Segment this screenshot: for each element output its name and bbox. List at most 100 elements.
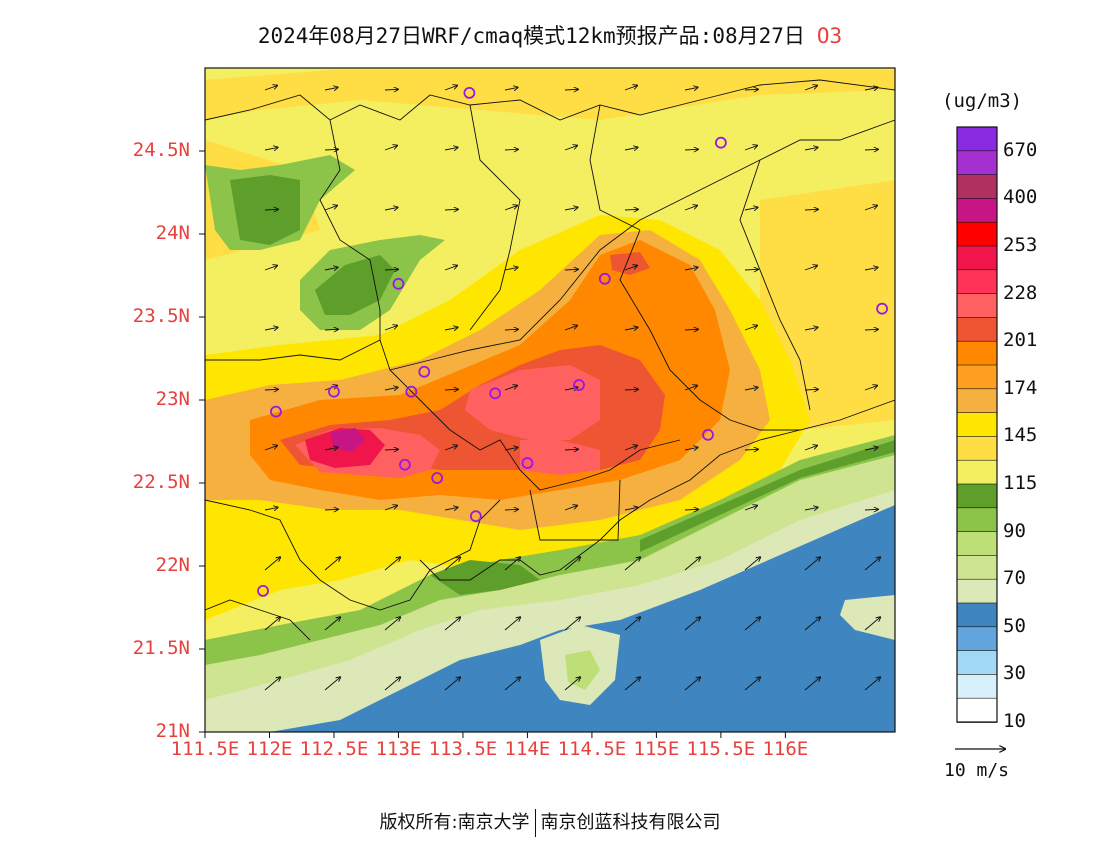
lat-label: 23.5N [132, 305, 190, 327]
wind-arrow [264, 147, 278, 150]
station-markers [257, 87, 889, 597]
colorbar-level-label: 90 [1003, 519, 1026, 542]
station-marker [598, 272, 611, 285]
wind-arrow [504, 87, 518, 90]
wind-arrow [384, 269, 398, 270]
wind-arrow [384, 617, 400, 631]
wind-arrow [384, 506, 397, 511]
wind-arrow [804, 446, 817, 451]
wind-arrow [624, 677, 640, 691]
wind-arrow [744, 557, 760, 571]
wind-arrow [564, 617, 580, 631]
wind-arrow [624, 507, 638, 510]
colorbar-frame [956, 126, 998, 723]
lon-label: 112.5E [299, 738, 369, 760]
station-marker [328, 385, 340, 398]
station-marker [257, 585, 269, 597]
wind-arrow [504, 557, 520, 571]
lon-label: 113.5E [428, 738, 498, 760]
wind-arrow [684, 447, 698, 450]
colorbar-cell [956, 436, 998, 461]
wind-arrow [744, 617, 760, 631]
wind-arrow [804, 677, 820, 691]
wind-arrow [444, 557, 460, 571]
wind-arrow [564, 326, 577, 331]
wind-arrow [264, 389, 278, 390]
wind-arrow [624, 147, 638, 150]
wind-arrow [804, 389, 818, 390]
station-marker [431, 472, 444, 484]
wind-arrow [864, 386, 877, 391]
lat-label: 23N [155, 388, 190, 410]
wind-arrow [324, 557, 340, 571]
wind-arrow [384, 207, 398, 210]
wind-arrow [864, 677, 880, 691]
wind-arrow [324, 329, 338, 330]
colorbar-cell [956, 507, 998, 533]
wind-arrow [324, 447, 338, 450]
wind-arrow [564, 146, 577, 151]
wind-arrow [444, 446, 457, 451]
wind-arrow [804, 617, 820, 631]
colorbar-cell [956, 531, 998, 557]
wind-arrow [864, 329, 878, 330]
colorbar-cell [956, 269, 998, 295]
wind-arrow [684, 87, 698, 90]
wind-arrow [624, 446, 637, 451]
wind-arrow [684, 329, 698, 330]
wind-arrow [744, 89, 758, 90]
wind-arrow [864, 87, 878, 90]
wind-arrow [864, 149, 878, 150]
colorbar-cell [956, 317, 998, 342]
wind-arrow [324, 509, 338, 510]
colorbar-cell [956, 459, 998, 485]
wind-arrow [804, 507, 818, 510]
station-marker [418, 365, 431, 378]
colorbar [956, 126, 998, 723]
concentration-field [205, 68, 895, 732]
wind-arrow [684, 386, 697, 391]
wind-arrow [624, 389, 638, 390]
wind-arrow [864, 617, 880, 631]
wind-arrow [444, 147, 458, 150]
colorbar-level-label: 10 [1003, 710, 1026, 732]
colorbar-cell [956, 602, 998, 628]
wind-arrow [744, 146, 757, 151]
lon-label: 111.5E [170, 738, 240, 760]
wind-arrow [384, 387, 398, 390]
wind-arrow [684, 677, 700, 691]
map-title: 2024年08月27日WRF/cmaq模式12km预报产品:08月27日 O3 [0, 20, 1100, 50]
lon-label: 116E [762, 738, 809, 760]
lat-label: 22N [155, 554, 190, 576]
station-marker [399, 458, 411, 471]
wind-arrow [324, 617, 340, 631]
colorbar-level-label: 253 [1003, 234, 1038, 256]
colorbar-cell [956, 364, 998, 390]
colorbar-cell [956, 198, 998, 223]
wind-arrow [264, 617, 280, 631]
wind-arrow [804, 557, 820, 571]
lat-label: 21.5N [132, 637, 190, 659]
lon-label: 115.5E [686, 738, 756, 760]
wind-arrow [504, 677, 520, 691]
wind-arrow [864, 557, 880, 571]
wind-arrow [324, 267, 338, 270]
station-marker [469, 510, 482, 523]
wind-arrow [804, 327, 818, 330]
lat-label: 24N [155, 222, 190, 244]
lon-label: 114E [504, 738, 551, 760]
colorbar-cell [956, 578, 998, 604]
title-pollutant: O3 [816, 24, 843, 48]
footer-left: 版权所有:南京大学 [379, 812, 530, 833]
lon-label: 114.5E [557, 738, 627, 760]
wind-arrow [504, 329, 518, 330]
footer-separator [534, 809, 536, 837]
wind-arrow [264, 446, 277, 451]
wind-arrow [804, 86, 817, 91]
colorbar-cell [956, 697, 998, 723]
wind-arrow [804, 209, 818, 210]
wind-arrow [504, 206, 517, 211]
wind-arrow [504, 149, 518, 150]
wind-arrow [564, 207, 578, 210]
wind-arrow [384, 557, 400, 571]
